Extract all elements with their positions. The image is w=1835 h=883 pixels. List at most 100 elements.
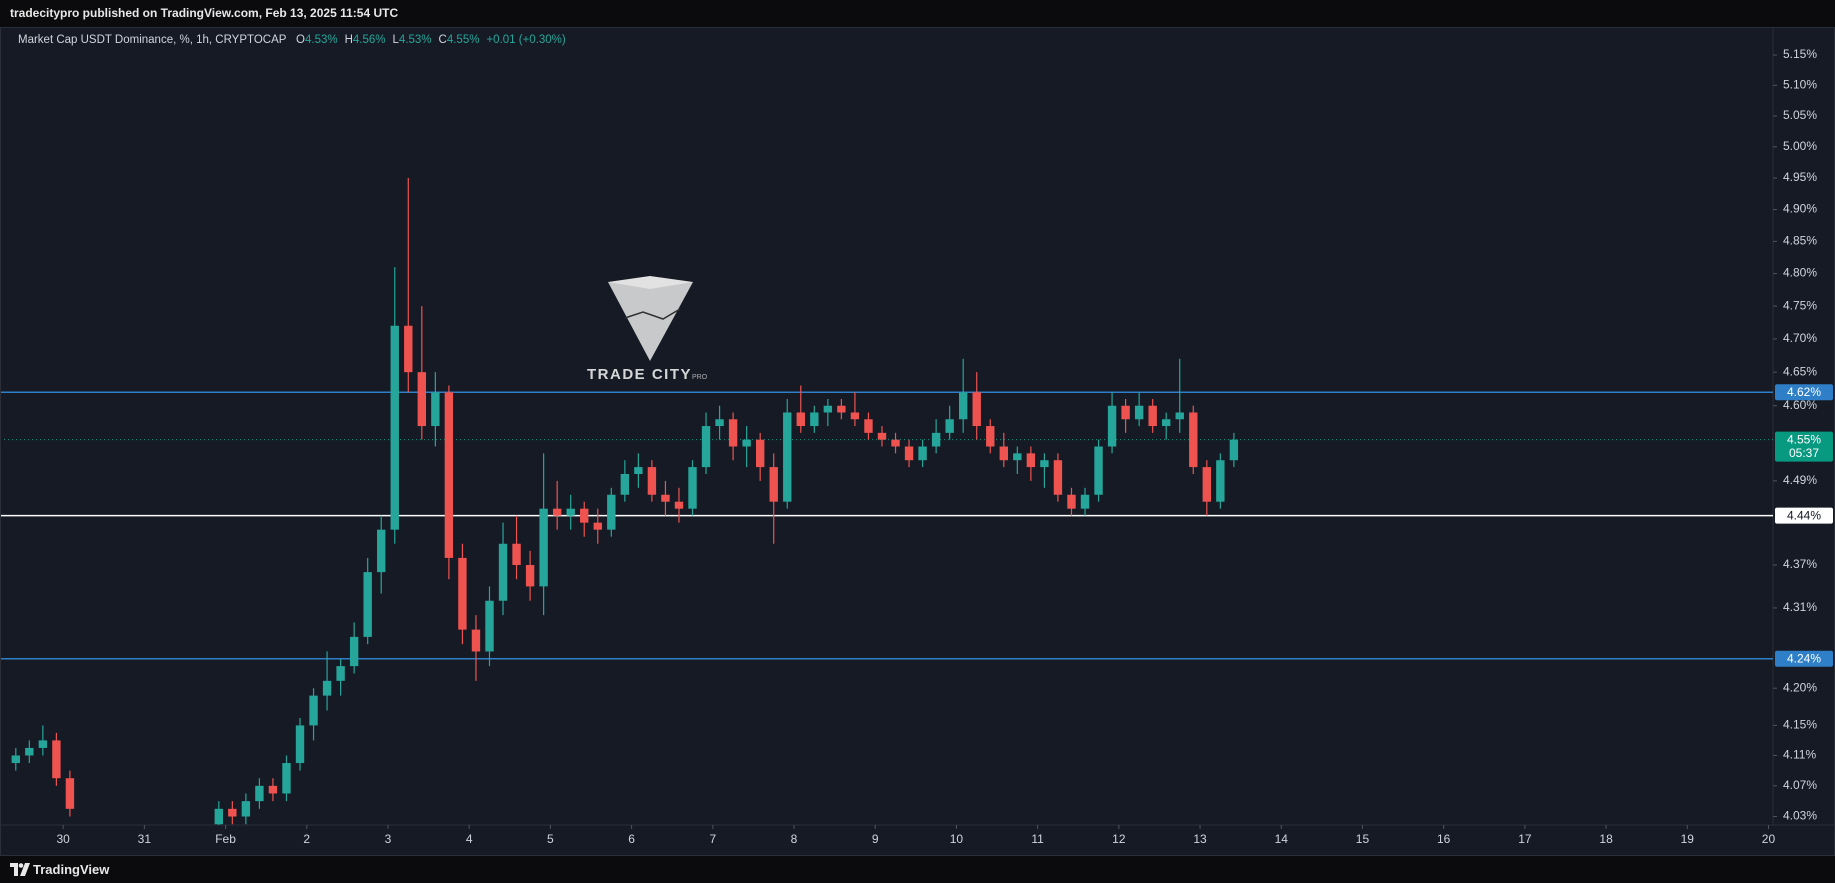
candle-body [404, 325, 413, 373]
candle-body [1134, 405, 1144, 420]
x-tick-label: 12 [1112, 832, 1126, 846]
y-tick-label: 4.85% [1783, 234, 1817, 248]
watermark-name: TRADE CITY [587, 366, 692, 383]
candle-body [52, 740, 61, 779]
footer: TradingView [0, 856, 1835, 883]
candle-body [661, 494, 670, 502]
price-badge-label: 4.44% [1787, 508, 1821, 522]
candle-body [647, 467, 657, 495]
candle-body [958, 392, 968, 420]
candle-body [607, 494, 616, 530]
x-tick-label: 19 [1681, 832, 1695, 846]
candle-body [431, 392, 440, 427]
x-tick-label: 16 [1437, 832, 1451, 846]
legend-change: +0.01 (+0.30%) [486, 34, 566, 46]
candle-body [390, 325, 399, 530]
legend-value: 4.56% [352, 34, 386, 46]
candle-body [1189, 412, 1198, 468]
candle-body [498, 543, 508, 601]
candle-body [1013, 453, 1022, 461]
legend-key: L [392, 34, 399, 46]
candle-body [986, 426, 995, 447]
candle-body [1107, 405, 1117, 447]
countdown-label: 05:37 [1789, 446, 1819, 460]
candle-body [769, 467, 778, 502]
y-tick-label: 4.65% [1783, 364, 1817, 378]
y-tick-label: 5.05% [1783, 108, 1817, 122]
publish-info: tradecitypro published on TradingView.co… [10, 6, 399, 20]
candle-body [1162, 419, 1171, 427]
price-badge [1775, 650, 1833, 667]
logo-shape [608, 282, 693, 361]
x-tick-label: 14 [1275, 832, 1289, 846]
y-tick-label: 5.00% [1783, 139, 1817, 153]
candle-body [566, 508, 575, 516]
candle-body [1216, 460, 1225, 502]
candle-body [377, 529, 386, 573]
x-tick-label: 18 [1599, 832, 1613, 846]
price-badge [1775, 431, 1833, 462]
price-badge-label: 4.62% [1787, 385, 1821, 399]
y-tick-label: 5.15% [1783, 47, 1817, 61]
candle-body [25, 747, 34, 756]
watermark-suffix: PRO [692, 374, 708, 381]
x-tick-label: 20 [1762, 832, 1776, 846]
y-tick-label: 4.07% [1783, 778, 1817, 792]
x-tick-label: 4 [466, 832, 473, 846]
x-tick-label: 13 [1193, 832, 1207, 846]
candle-body [1094, 446, 1103, 495]
candle-body [458, 557, 467, 630]
candle-body [1121, 405, 1130, 420]
y-tick-label: 4.75% [1783, 298, 1817, 312]
x-tick-label: 5 [547, 832, 554, 846]
y-tick-label: 4.60% [1783, 398, 1817, 412]
candle-body [755, 439, 765, 468]
x-tick-label: 6 [628, 832, 635, 846]
candle-body [512, 543, 521, 566]
candle-body [38, 740, 48, 748]
candle-body [620, 473, 630, 495]
candle-body [1067, 494, 1076, 509]
y-tick-label: 4.49% [1783, 473, 1817, 487]
price-badge [1775, 507, 1833, 524]
legend-key: C [438, 34, 447, 46]
candle-body [255, 785, 264, 802]
x-tick-label: 3 [385, 832, 392, 846]
candle-body [701, 426, 711, 468]
candle-body [1175, 412, 1184, 420]
candle-body [539, 508, 548, 587]
x-tick-label: 7 [709, 832, 716, 846]
candle-body [715, 419, 724, 427]
candle-body [1229, 439, 1239, 461]
candle-body [1026, 453, 1036, 468]
candle-body [837, 405, 846, 413]
y-tick-label: 4.11% [1783, 748, 1816, 762]
logo-line [624, 308, 681, 320]
candle-body [65, 778, 75, 809]
candle-body [336, 666, 345, 681]
candle-body [742, 439, 751, 447]
x-tick-label: 11 [1031, 832, 1044, 846]
price-badge [1775, 384, 1833, 401]
brand-icon [10, 863, 30, 876]
candle-body [309, 695, 318, 726]
candle-body [471, 629, 481, 652]
candle-body [593, 522, 602, 530]
legend-key: O [296, 34, 305, 46]
y-tick-label: 4.70% [1783, 331, 1817, 345]
candle-body [322, 680, 332, 696]
watermark: TRADE CITY PRO [587, 276, 708, 383]
candle-body [485, 600, 494, 652]
candle-body [728, 419, 738, 447]
candle-body [783, 412, 792, 502]
candle-body [688, 467, 697, 509]
y-tick-label: 4.20% [1783, 680, 1817, 694]
candle-body [525, 565, 535, 587]
candle-body [580, 508, 589, 523]
candle-body [674, 501, 684, 509]
x-tick-label: 10 [950, 832, 964, 846]
candle-body [241, 801, 251, 817]
axes: 5.15% 5.10% 5.05% 5.00% 4.95% 4.90% 4.85% 4.80%… [56, 47, 1833, 846]
candle-body [349, 636, 359, 667]
